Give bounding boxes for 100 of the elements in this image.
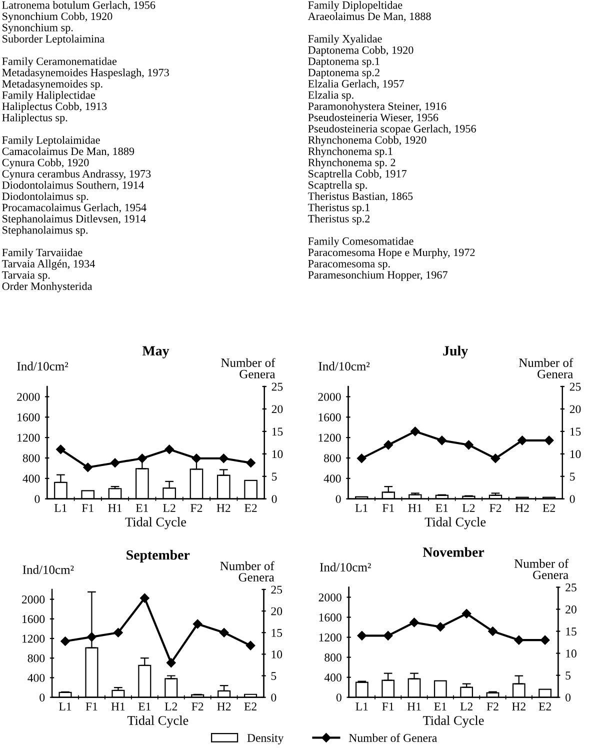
x-axis-title: Tidal Cycle [125, 517, 186, 530]
y2-tick-label: 20 [566, 605, 576, 614]
point [138, 454, 147, 464]
y-tick-label: 1200 [18, 434, 40, 442]
point [514, 635, 524, 645]
text: Latronema botulum Gerlach, 1956 Synonchium Cobb, 1920 Synonchium sp. Suborder Leptolaimina Family Ceramonematidae Metadasynemoides Haspeslagh, 1973 Metadasynemoides sp. Family Haliplectidae Haliplectus Cobb, 1913 Haliplectus sp. Family Leptolaimidae Camacolaimus De Man, 1889 Cynura Cobb, 1920 Cynura cerambus Andrassy, 1973 Diodontolaimus Southern, 1914 Diodontolaimus sp. Procamacolaimus Gerlach, 1954 Stephanolaimus Ditlevsen, 1914 Stephanolaimus sp. Family Tarvaiidae Tarvaia Allgén, 1934 Tarvaia sp. Order Monhysterida [2, 1, 169, 292]
x-tick-label: H2 [216, 504, 230, 512]
y2-axis-title: Number of Genera [221, 358, 276, 378]
point [219, 628, 229, 638]
point [60, 636, 70, 646]
y-tick-label: 400 [22, 474, 40, 483]
y-tick-label: 400 [28, 674, 45, 682]
y-tick-label: 0 [336, 495, 341, 504]
y2-tick-label: 25 [566, 583, 576, 592]
y-tick-label: 400 [324, 474, 341, 483]
legend-label: Density [247, 734, 284, 744]
y2-tick-label: 5 [272, 472, 277, 481]
x-tick-label: E2 [538, 702, 551, 710]
point [246, 640, 256, 650]
y-tick-label: 1600 [319, 613, 342, 622]
y2-tick-label: 10 [566, 650, 576, 658]
y2-axis-title: Number of Genera [514, 558, 569, 580]
y2-tick-label: 15 [272, 628, 282, 637]
x-tick-label: F1 [82, 504, 94, 512]
y2-tick-label: 0 [570, 495, 575, 504]
x-tick-label: L2 [460, 702, 472, 710]
y-tick-label: 400 [324, 674, 342, 682]
point [410, 426, 420, 436]
point [83, 462, 92, 472]
text: Family Diplopeltidae Araeolaimus De Man, 1888 Family Xyalidae Daptonema Cobb, 1920 Daptonema sp.1 Daptonema sp.2 Elzalia Gerlach, 1957 Elzalia sp. Paramonohystera Steiner, 1916 Pseudosteineria Wieser, 1956 Pseudosteineria scopae Gerlach, 1956 Rhynchonema Cobb, 1920 Rhynchonema sp.1 Rhynchonema sp. 2 Scaptrella Cobb, 1917 Scaptrella sp. Theristus Bastian, 1865 Theristus sp.1 Theristus sp.2 Family Comesomatidae Paracomesoma Hope e Murphy, 1972 Paracomesoma sp. Paramesonchium Hopper, 1967 [308, 1, 476, 281]
point [140, 593, 150, 603]
point [192, 619, 202, 629]
x-tick-label: H2 [515, 504, 529, 512]
y2-tick-label: 5 [271, 672, 276, 680]
point [462, 609, 472, 618]
x-tick-label: E1 [434, 702, 446, 710]
y2-tick-label: 15 [566, 628, 576, 636]
point [384, 440, 394, 450]
x-tick-label: L1 [356, 702, 368, 710]
x-tick-label: F1 [86, 702, 98, 710]
y-axis-title: Ind/10cm² [22, 565, 74, 574]
x-axis-title: Tidal Cycle [424, 517, 486, 530]
y2-tick-label: 15 [272, 428, 283, 436]
y-tick-label: 2000 [318, 392, 341, 401]
point [437, 436, 447, 446]
y2-tick-label: 25 [272, 382, 283, 391]
y-axis-title: Ind/10cm² [17, 362, 68, 370]
x-tick-label: H1 [111, 702, 125, 710]
point [114, 628, 123, 638]
x-tick-label: L1 [59, 702, 72, 710]
y-tick-label: 1200 [318, 434, 341, 442]
x-tick-label: H2 [217, 702, 231, 710]
y-tick-label: 2000 [318, 593, 342, 602]
y2-tick-label: 20 [271, 607, 282, 616]
y2-tick-label: 20 [272, 405, 283, 414]
y-tick-label: 1200 [319, 634, 342, 642]
point [544, 436, 554, 446]
x-tick-label: H1 [108, 504, 122, 512]
y2-tick-label: 5 [566, 672, 571, 680]
x-tick-label: F2 [192, 702, 204, 710]
x-tick-label: H1 [407, 702, 421, 710]
y2-tick-label: 25 [570, 382, 581, 391]
point [357, 631, 367, 640]
y-axis-title: Ind/10cm² [320, 562, 371, 572]
x-tick-label: L2 [462, 504, 475, 512]
point [164, 444, 174, 454]
point [383, 631, 393, 640]
point [436, 622, 446, 632]
x-tick-label: L2 [164, 702, 178, 710]
y-tick-label: 1200 [22, 634, 45, 643]
y-axis-title: Ind/10cm² [318, 362, 370, 370]
point [356, 454, 366, 464]
y2-tick-label: 0 [272, 495, 277, 504]
x-tick-label: L1 [54, 504, 67, 512]
point [192, 454, 202, 464]
y2-tick-label: 20 [570, 405, 581, 414]
y-tick-label: 0 [336, 694, 342, 702]
y-tick-label: 1600 [318, 413, 341, 422]
y2-tick-label: 5 [570, 472, 575, 481]
point [488, 626, 498, 636]
y-tick-label: 0 [34, 495, 40, 504]
y-tick-label: 2000 [22, 596, 45, 604]
x-tick-label: E2 [542, 504, 555, 512]
x-tick-label: L2 [163, 504, 176, 512]
chart-title: May [142, 346, 170, 358]
point [518, 436, 527, 446]
y2-tick-label: 10 [272, 450, 283, 458]
x-tick-label: F1 [382, 702, 394, 710]
point [540, 635, 550, 645]
x-tick-label: F2 [190, 504, 202, 512]
y-tick-label: 800 [22, 454, 40, 462]
y-tick-label: 2000 [17, 392, 40, 401]
y2-tick-label: 0 [566, 694, 571, 702]
y2-axis-title: Number of Genera [519, 358, 574, 378]
point [246, 458, 256, 468]
point [166, 658, 176, 668]
y-tick-label: 1600 [22, 615, 45, 624]
legend-label: Number of Genera [348, 734, 437, 742]
x-axis-title: Tidal Cycle [127, 716, 188, 728]
x-tick-label: L1 [355, 504, 368, 512]
